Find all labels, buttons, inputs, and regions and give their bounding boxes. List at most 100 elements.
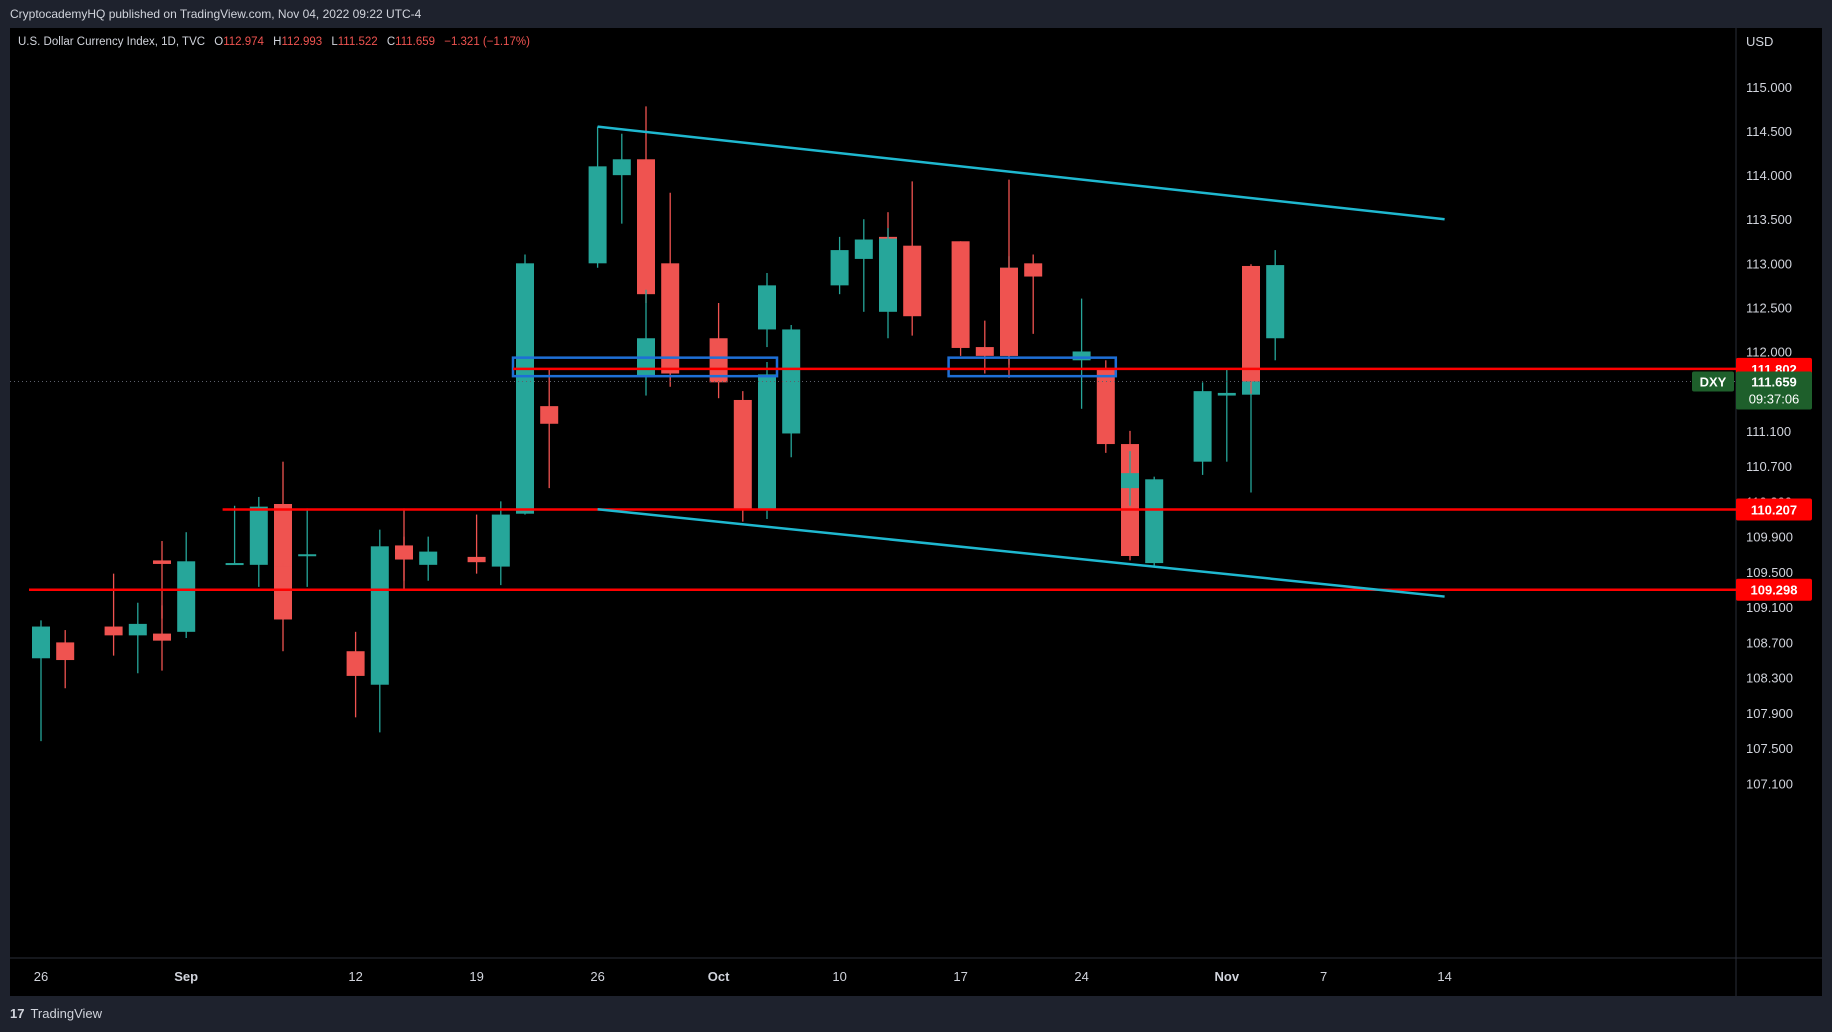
candle — [903, 181, 922, 336]
candle — [1072, 298, 1091, 409]
candle — [249, 496, 268, 587]
support-zone-box — [947, 356, 1118, 378]
candle-body — [1024, 263, 1043, 277]
level-price-tag — [1736, 498, 1812, 521]
x-tick-label: 24 — [1074, 969, 1088, 984]
candle-body — [1266, 265, 1285, 339]
candle — [1024, 254, 1043, 334]
candle — [1145, 476, 1164, 568]
candle-body — [758, 374, 776, 511]
candle-body — [830, 250, 849, 286]
candle-body — [588, 166, 607, 264]
candle — [516, 254, 534, 445]
candle-body — [758, 285, 776, 330]
bottom-bar: 17 TradingView — [0, 996, 1832, 1032]
candle — [758, 273, 776, 348]
candle-body — [153, 633, 171, 641]
candle — [588, 126, 607, 268]
level-price-tag — [1736, 578, 1812, 601]
candle-body — [637, 159, 655, 295]
level-price-label: 109.298 — [1751, 583, 1798, 598]
currency-label: USD — [1746, 34, 1773, 49]
trend-lines — [597, 125, 1445, 598]
x-tick-label: Nov — [1215, 969, 1240, 984]
candlestick-chart[interactable]: U.S. Dollar Currency Index, 1D, TVC O112… — [10, 28, 1822, 996]
chart-background — [10, 28, 1822, 996]
y-tick-label: 111.100 — [1746, 424, 1791, 439]
last-price-tag — [1736, 371, 1812, 410]
candle-body — [1121, 473, 1139, 489]
candle — [56, 630, 75, 689]
candle-body — [1145, 479, 1164, 564]
symbol-tag — [1692, 371, 1734, 392]
candle-body — [1217, 392, 1236, 396]
legend-symbol: U.S. Dollar Currency Index, 1D, TVC — [18, 36, 205, 48]
legend-close-label: C — [387, 36, 395, 48]
last-price-label: 111.659 — [1751, 374, 1797, 389]
legend-close-value: 111.659 — [395, 36, 435, 48]
candle-body — [516, 263, 534, 431]
candle-body — [491, 514, 510, 567]
candle — [612, 133, 631, 224]
candle — [758, 362, 776, 519]
chart-area[interactable]: U.S. Dollar Currency Index, 1D, TVC O112… — [10, 28, 1822, 996]
candle-body — [298, 554, 317, 557]
candle — [298, 508, 317, 587]
candle-body — [661, 263, 680, 374]
candle — [733, 391, 752, 522]
candle — [540, 369, 559, 489]
candle-body — [1072, 351, 1091, 361]
legend-low-label: L — [331, 36, 338, 48]
candle-body — [370, 546, 389, 685]
candle — [274, 563, 292, 652]
candle — [854, 219, 873, 312]
tv-brand-text: TradingView — [30, 1006, 103, 1021]
tv-logo-mark: 17 — [10, 1006, 25, 1021]
candle — [830, 236, 849, 295]
tradingview-logo[interactable]: 17 TradingView — [10, 1006, 102, 1021]
trend-line — [597, 508, 1445, 598]
candle — [975, 320, 994, 374]
legend-high-label: H — [273, 36, 281, 48]
candle-body — [274, 503, 292, 571]
candle-body — [733, 399, 752, 511]
y-tick-label: 110.700 — [1746, 459, 1792, 474]
candle-body — [612, 159, 631, 176]
candle-body — [709, 338, 728, 383]
legend: U.S. Dollar Currency Index, 1D, TVC O112… — [18, 36, 530, 48]
x-tick-label: 17 — [953, 969, 967, 984]
x-tick-label: 10 — [832, 969, 846, 984]
y-tick-label: 112.000 — [1746, 344, 1792, 359]
y-tick-label: 113.000 — [1746, 256, 1792, 271]
y-tick-label: 107.900 — [1746, 706, 1793, 721]
legend-change: −1.321 (−1.17%) — [444, 36, 530, 48]
y-tick-label: 107.500 — [1746, 741, 1793, 756]
candle-body — [879, 238, 897, 312]
x-tick-label: 19 — [469, 969, 483, 984]
candle-body — [104, 626, 123, 636]
candles — [32, 106, 1285, 742]
x-tick-label: Sep — [174, 969, 198, 984]
candle-body — [1000, 267, 1018, 356]
candle — [177, 532, 196, 638]
candle — [1096, 360, 1115, 453]
zones — [511, 356, 1118, 378]
candle-body — [975, 347, 994, 356]
y-tick-label: 109.500 — [1746, 565, 1793, 580]
publish-info: CryptocademyHQ published on TradingView.… — [10, 7, 422, 21]
symbol-tag-label: DXY — [1700, 374, 1727, 389]
candle — [32, 620, 50, 742]
y-tick-label: 109.900 — [1746, 530, 1793, 545]
candle-body — [467, 556, 486, 563]
candle — [637, 106, 655, 303]
candle — [419, 536, 438, 581]
y-tick-label: 115.000 — [1746, 80, 1792, 95]
candle — [128, 602, 147, 674]
candle — [395, 508, 413, 581]
legend-open-value: 112.974 — [223, 36, 264, 48]
x-tick-label: 26 — [590, 969, 604, 984]
candle-body — [225, 563, 244, 566]
candle-body — [274, 566, 292, 620]
candle-body — [951, 241, 970, 348]
